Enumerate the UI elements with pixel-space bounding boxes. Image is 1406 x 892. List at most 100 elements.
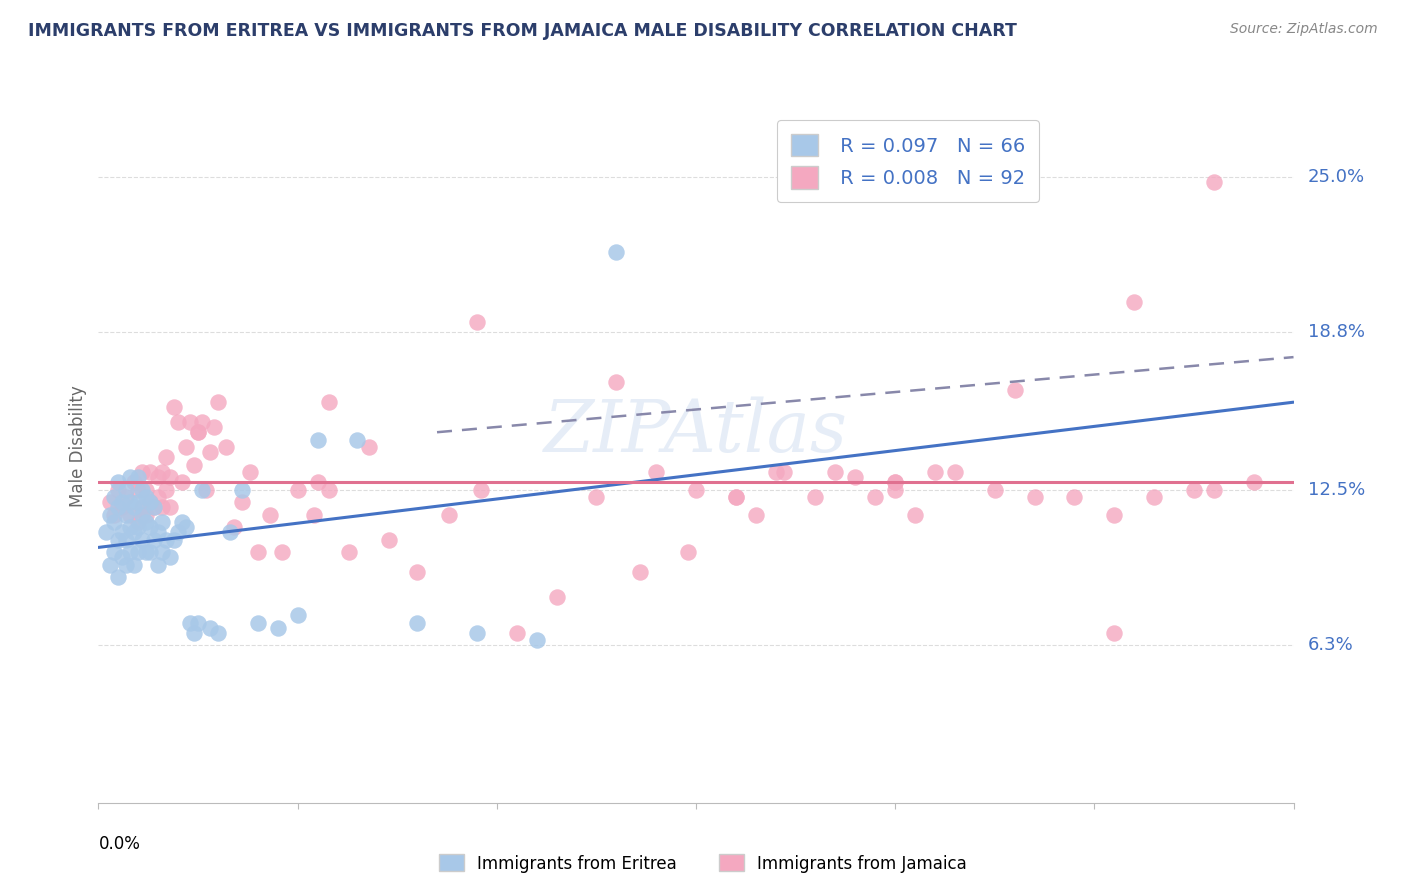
- Point: [406, 566, 429, 580]
- Point: [120, 495, 142, 509]
- Point: [1202, 483, 1225, 497]
- Point: [111, 495, 134, 509]
- Point: [111, 550, 134, 565]
- Point: [159, 550, 181, 565]
- Point: [107, 570, 129, 584]
- Point: [103, 508, 125, 522]
- Point: [139, 495, 162, 509]
- Point: [191, 415, 214, 429]
- Point: [148, 470, 170, 484]
- Point: [676, 545, 699, 559]
- Point: [150, 545, 173, 559]
- Point: [131, 533, 153, 547]
- Point: [1063, 491, 1085, 505]
- Point: [187, 425, 209, 440]
- Point: [198, 445, 221, 459]
- Point: [198, 621, 221, 635]
- Point: [307, 433, 329, 447]
- Point: [318, 395, 340, 409]
- Point: [150, 500, 173, 515]
- Point: [96, 525, 118, 540]
- Text: 18.8%: 18.8%: [1308, 323, 1365, 341]
- Point: [148, 525, 170, 540]
- Point: [585, 491, 607, 505]
- Point: [437, 508, 460, 522]
- Point: [167, 415, 190, 429]
- Point: [124, 500, 146, 515]
- Point: [115, 491, 138, 505]
- Point: [111, 525, 134, 540]
- Point: [127, 470, 149, 484]
- Point: [605, 244, 627, 259]
- Point: [124, 525, 146, 540]
- Point: [685, 483, 707, 497]
- Legend: Immigrants from Eritrea, Immigrants from Jamaica: Immigrants from Eritrea, Immigrants from…: [433, 847, 973, 880]
- Point: [120, 508, 142, 522]
- Point: [1243, 475, 1265, 490]
- Point: [307, 475, 329, 490]
- Point: [745, 508, 768, 522]
- Point: [772, 465, 794, 479]
- Point: [135, 545, 157, 559]
- Point: [645, 465, 668, 479]
- Point: [346, 433, 368, 447]
- Point: [115, 533, 138, 547]
- Point: [127, 545, 149, 559]
- Point: [131, 508, 153, 522]
- Point: [506, 625, 529, 640]
- Text: 6.3%: 6.3%: [1308, 636, 1354, 654]
- Point: [143, 500, 166, 515]
- Point: [191, 483, 214, 497]
- Point: [246, 615, 269, 630]
- Point: [139, 545, 162, 559]
- Point: [239, 465, 262, 479]
- Point: [103, 491, 125, 505]
- Point: [155, 533, 177, 547]
- Point: [207, 625, 229, 640]
- Point: [943, 465, 966, 479]
- Point: [139, 520, 162, 534]
- Point: [765, 465, 787, 479]
- Point: [172, 516, 194, 530]
- Point: [1202, 175, 1225, 189]
- Point: [155, 483, 177, 497]
- Point: [139, 495, 162, 509]
- Point: [120, 520, 142, 534]
- Point: [904, 165, 927, 179]
- Point: [127, 483, 149, 497]
- Point: [155, 450, 177, 465]
- Point: [150, 516, 173, 530]
- Point: [187, 615, 209, 630]
- Point: [120, 470, 142, 484]
- Point: [470, 483, 492, 497]
- Point: [724, 491, 747, 505]
- Point: [219, 525, 242, 540]
- Point: [107, 475, 129, 490]
- Point: [127, 520, 149, 534]
- Point: [135, 516, 157, 530]
- Point: [1102, 508, 1125, 522]
- Point: [98, 495, 122, 509]
- Point: [159, 500, 181, 515]
- Point: [148, 491, 170, 505]
- Point: [1004, 383, 1026, 397]
- Point: [318, 483, 340, 497]
- Text: 25.0%: 25.0%: [1308, 168, 1365, 186]
- Point: [924, 465, 946, 479]
- Point: [207, 395, 229, 409]
- Text: IMMIGRANTS FROM ERITREA VS IMMIGRANTS FROM JAMAICA MALE DISABILITY CORRELATION C: IMMIGRANTS FROM ERITREA VS IMMIGRANTS FR…: [28, 22, 1017, 40]
- Point: [465, 625, 488, 640]
- Point: [179, 415, 201, 429]
- Point: [174, 520, 197, 534]
- Point: [135, 491, 157, 505]
- Point: [1123, 295, 1146, 310]
- Point: [546, 591, 568, 605]
- Point: [143, 533, 166, 547]
- Point: [465, 315, 488, 329]
- Point: [115, 483, 138, 497]
- Point: [231, 483, 253, 497]
- Point: [167, 525, 190, 540]
- Point: [107, 483, 129, 497]
- Point: [120, 545, 142, 559]
- Point: [131, 500, 153, 515]
